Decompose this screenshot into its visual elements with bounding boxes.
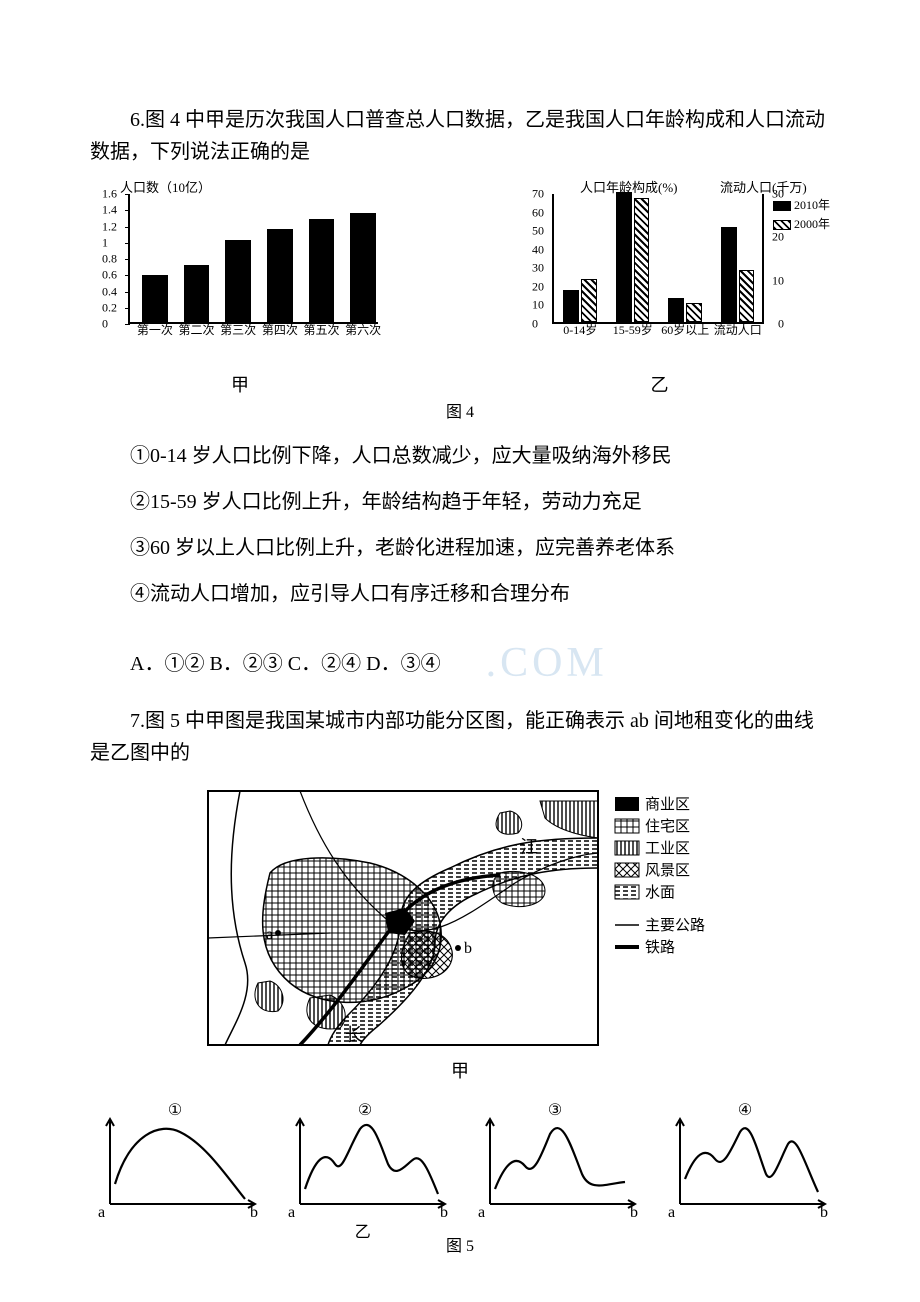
map-label-b: b — [464, 940, 472, 957]
yi-bar — [721, 227, 737, 322]
curve-3-label: ③ — [548, 1098, 562, 1124]
q6-stem: 6.图 4 中甲是历次我国人口普查总人口数据，乙是我国人口年龄构成和人口流动数据… — [90, 104, 830, 168]
svg-text:住宅区: 住宅区 — [645, 818, 690, 835]
curve-4-label: ④ — [738, 1098, 752, 1124]
q6-stmt-3: ③60 岁以上人口比例上升，老龄化进程加速，应完善养老体系 — [90, 532, 830, 564]
svg-text:商业区: 商业区 — [645, 796, 690, 813]
map-sublabel: 甲 — [200, 1057, 720, 1086]
jia-bar — [184, 265, 210, 322]
curve-2-b: b — [440, 1200, 448, 1226]
jia-bar — [225, 240, 251, 322]
chart-yi-sublabel: 乙 — [651, 371, 669, 400]
curves-sublabel: 乙 — [355, 1220, 371, 1246]
yi-bar — [668, 298, 684, 322]
yi-bar — [634, 198, 650, 322]
legend-2000: 2000年 — [794, 217, 830, 231]
chart-jia: 人口数（10亿） 00.20.40.60.811.21.41.6第一次第二次第三… — [90, 182, 390, 362]
curve-4-a: a — [668, 1200, 675, 1226]
jia-bar — [309, 219, 335, 322]
curve-3-a: a — [478, 1200, 485, 1226]
curve-1-b: b — [250, 1200, 258, 1226]
figure-4-caption: 图 4 — [90, 400, 830, 426]
chart-jia-sublabel: 甲 — [231, 371, 249, 400]
curve-2: ② a b 乙 — [280, 1104, 450, 1224]
yi-bar — [581, 279, 597, 322]
map-svg: a b 江 长 商业区 住宅区 工业区 风景区 水面 主要公路 铁路 — [200, 783, 720, 1053]
figure-5-caption: 图 5 — [90, 1234, 830, 1260]
yi-bar — [739, 270, 755, 322]
chart-yi: 人口年龄构成(%) 流动人口(千万) 010203040506070010203… — [520, 182, 830, 362]
figure-5-curves: ① a b ② a b 乙 ③ a b ④ — [90, 1104, 830, 1224]
jia-bar — [142, 275, 168, 322]
svg-text:主要公路: 主要公路 — [645, 917, 705, 934]
watermark-text: .COM — [446, 630, 608, 697]
curve-3-b: b — [630, 1200, 638, 1226]
q7-stem: 7.图 5 中甲图是我国某城市内部功能分区图，能正确表示 ab 间地租变化的曲线… — [90, 705, 830, 769]
q6-stmt-4: ④流动人口增加，应引导人口有序迁移和合理分布 — [90, 578, 830, 610]
yi-bar — [616, 192, 632, 322]
map-label-a: a — [266, 926, 273, 943]
figure-4: 人口数（10亿） 00.20.40.60.811.21.41.6第一次第二次第三… — [90, 182, 830, 362]
q6-options-text: A．①② B．②③ C．②④ D．③④ — [130, 653, 441, 675]
legend-2010: 2010年 — [794, 198, 830, 212]
q6-stmt-2: ②15-59 岁人口比例上升，年龄结构趋于年轻，劳动力充足 — [90, 486, 830, 518]
map-label-jiang: 江 — [520, 837, 538, 857]
map-label-chang: 长 — [345, 1025, 363, 1045]
curve-2-a: a — [288, 1200, 295, 1226]
jia-bar — [350, 213, 376, 322]
svg-text:水面: 水面 — [645, 884, 675, 901]
chart-yi-legend: 2010年 2000年 — [773, 196, 830, 234]
curve-2-label: ② — [358, 1098, 372, 1124]
curve-1-a: a — [98, 1200, 105, 1226]
yi-bar — [563, 290, 579, 322]
jia-bar — [267, 229, 293, 322]
curve-4-b: b — [820, 1200, 828, 1226]
curve-3: ③ a b — [470, 1104, 640, 1224]
q6-stmt-1: ①0-14 岁人口比例下降，人口总数减少，应大量吸纳海外移民 — [90, 440, 830, 472]
q6-options: A．①② B．②③ C．②④ D．③④ .COM — [90, 624, 830, 691]
svg-text:铁路: 铁路 — [645, 939, 675, 956]
yi-bar — [686, 303, 702, 322]
svg-text:风景区: 风景区 — [645, 862, 690, 879]
curve-4: ④ a b — [660, 1104, 830, 1224]
curve-1: ① a b — [90, 1104, 260, 1224]
figure-5-map: a b 江 长 商业区 住宅区 工业区 风景区 水面 主要公路 铁路 甲 — [90, 783, 830, 1086]
curve-1-label: ① — [168, 1098, 182, 1124]
svg-text:工业区: 工业区 — [645, 840, 690, 857]
